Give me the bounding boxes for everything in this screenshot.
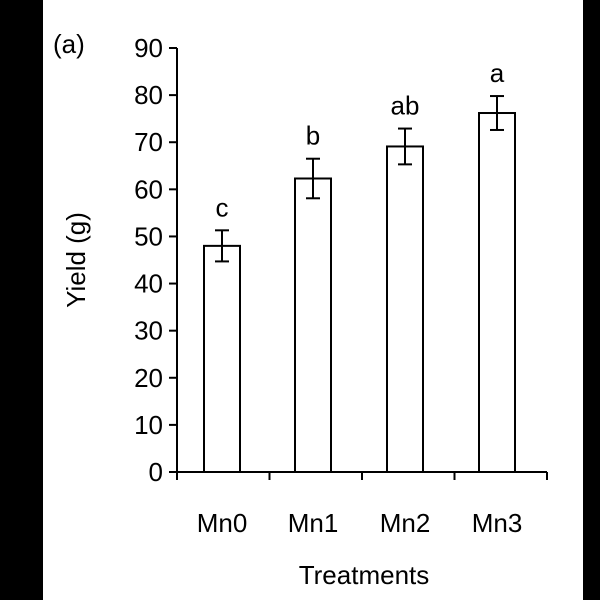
bar-mn2 [386, 145, 424, 473]
bars-layer: c b ab a [203, 58, 516, 473]
y-tick-label: 30 [134, 316, 163, 346]
y-tick-label: 60 [134, 174, 163, 204]
y-tick-label: 40 [134, 269, 163, 299]
significance-letter: b [306, 121, 320, 151]
bar-mn0 [203, 244, 241, 473]
x-tick-label: Mn0 [197, 508, 248, 538]
y-ticks-layer: 0 10 20 30 40 50 60 70 80 90 [134, 33, 177, 487]
significance-letter: a [490, 58, 505, 88]
significance-letter: c [216, 192, 229, 222]
y-tick-label: 20 [134, 363, 163, 393]
y-tick-label: 10 [134, 410, 163, 440]
panel-label: (a) [53, 29, 85, 59]
x-ticks-layer: Mn0 Mn1 Mn2 Mn3 [176, 472, 548, 538]
x-tick-label: Mn1 [288, 508, 339, 538]
x-tick-label: Mn3 [472, 508, 523, 538]
y-tick-label: 50 [134, 221, 163, 251]
y-tick-label: 0 [149, 457, 163, 487]
x-tick-label: Mn2 [380, 508, 431, 538]
x-axis-label: Treatments [299, 560, 430, 590]
bar-mn3 [478, 112, 516, 473]
y-tick-label: 70 [134, 127, 163, 157]
y-tick-label: 90 [134, 33, 163, 63]
bar-mn1 [294, 177, 332, 473]
y-axis-label: Yield (g) [61, 212, 91, 308]
significance-letter: ab [391, 91, 420, 121]
y-tick-label: 80 [134, 80, 163, 110]
